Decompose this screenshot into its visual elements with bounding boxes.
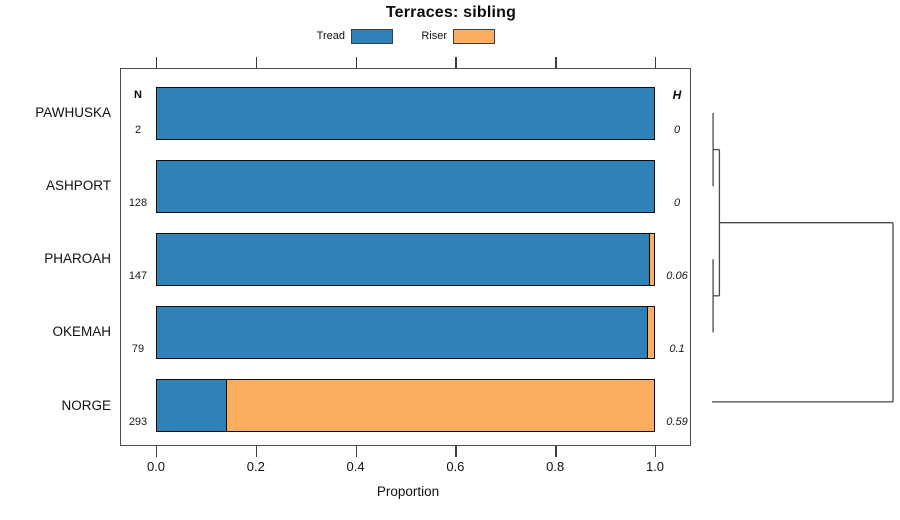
legend-swatch-riser xyxy=(453,29,495,44)
n-value: 293 xyxy=(128,416,148,428)
n-value: 128 xyxy=(128,196,148,209)
x-tick-bottom xyxy=(655,446,657,457)
x-tick-label: 0.0 xyxy=(146,459,166,474)
bar-segment-tread xyxy=(156,305,649,359)
h-value: 0.06 xyxy=(666,269,688,282)
legend-label-riser: Riser xyxy=(421,30,447,42)
n-value: 147 xyxy=(128,269,148,282)
h-value: 0.59 xyxy=(666,416,688,428)
n-value: 2 xyxy=(134,123,142,136)
x-tick-label: 0.8 xyxy=(546,459,565,474)
category-label: PHAROAH xyxy=(44,251,111,267)
chart-title: Terraces: sibling xyxy=(385,4,517,21)
x-tick-label: 1.0 xyxy=(645,459,665,474)
x-tick-top xyxy=(655,57,657,68)
bar-segment-tread xyxy=(156,379,228,432)
x-tick-bottom xyxy=(555,446,557,457)
x-tick-label: 0.4 xyxy=(346,459,365,474)
x-tick-top xyxy=(355,57,357,68)
dendrogram xyxy=(712,113,894,403)
h-value: 0.1 xyxy=(669,342,685,355)
category-label: PAWHUSKA xyxy=(35,105,111,120)
x-tick-label: 0.6 xyxy=(446,459,465,474)
category-label: ASHPORT xyxy=(45,178,111,194)
category-label: OKEMAH xyxy=(52,324,111,340)
x-tick-top xyxy=(455,57,457,68)
category-label: NORGE xyxy=(61,397,111,413)
plot-frame xyxy=(120,68,691,446)
legend-label-tread: Tread xyxy=(316,30,345,42)
x-tick-bottom xyxy=(255,446,258,457)
h-column-header: H xyxy=(672,88,682,102)
x-tick-bottom xyxy=(355,446,357,457)
x-tick-bottom xyxy=(455,446,457,457)
bar-segment-riser xyxy=(646,305,655,359)
bar-segment-riser xyxy=(226,379,655,432)
x-tick-label: 0.2 xyxy=(246,459,265,474)
h-value: 0 xyxy=(673,196,681,209)
bar-segment-tread xyxy=(156,86,655,140)
x-axis-title: Proportion xyxy=(376,484,440,499)
x-tick-top xyxy=(555,57,557,68)
x-tick-top xyxy=(255,57,258,68)
bar-segment-tread xyxy=(156,159,655,213)
bar-segment-riser xyxy=(648,232,655,286)
x-tick-top xyxy=(156,57,158,68)
h-value: 0 xyxy=(673,123,681,136)
legend-swatch-tread xyxy=(351,29,393,44)
n-value: 79 xyxy=(131,342,145,355)
bar-segment-tread xyxy=(156,232,651,286)
x-tick-bottom xyxy=(156,446,158,457)
n-column-header: N xyxy=(134,89,142,101)
